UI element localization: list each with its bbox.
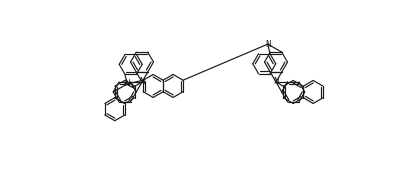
Text: N: N	[139, 78, 145, 87]
Text: N: N	[265, 40, 270, 49]
Text: N: N	[273, 78, 279, 87]
Text: N: N	[125, 79, 130, 88]
